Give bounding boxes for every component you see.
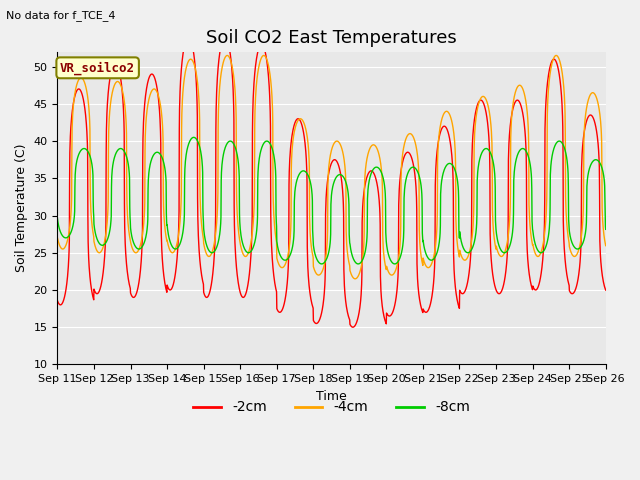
-8cm [54,215,61,221]
-8cm [554,139,561,144]
-2cm [602,287,609,293]
-8cm [391,261,399,267]
-8cm [348,250,355,256]
-8cm [360,255,367,261]
Title: Soil CO2 East Temperatures: Soil CO2 East Temperatures [206,29,457,48]
-4cm [351,276,359,282]
-8cm [602,227,609,232]
-8cm [492,184,499,190]
-4cm [207,253,214,259]
-4cm [348,271,355,277]
-2cm [207,286,214,292]
-4cm [360,248,367,253]
-4cm [602,243,609,249]
-8cm [190,134,198,140]
-4cm [54,235,61,240]
-2cm [348,324,355,329]
-4cm [569,253,577,259]
-2cm [349,324,356,330]
-2cm [184,34,192,40]
Y-axis label: Soil Temperature (C): Soil Temperature (C) [15,144,28,272]
-4cm [552,53,560,59]
-2cm [492,285,499,290]
-4cm [491,241,499,247]
Line: -2cm: -2cm [58,37,605,327]
-2cm [54,298,61,303]
-8cm [569,242,577,248]
Text: VR_soilco2: VR_soilco2 [60,61,135,74]
-2cm [554,63,561,69]
-8cm [207,250,214,255]
-4cm [554,54,561,60]
Text: No data for f_TCE_4: No data for f_TCE_4 [6,10,116,21]
Line: -8cm: -8cm [58,137,605,264]
-2cm [569,290,577,296]
Legend: -2cm, -4cm, -8cm: -2cm, -4cm, -8cm [188,395,476,420]
-2cm [360,192,367,197]
X-axis label: Time: Time [316,390,347,403]
Line: -4cm: -4cm [58,56,605,279]
